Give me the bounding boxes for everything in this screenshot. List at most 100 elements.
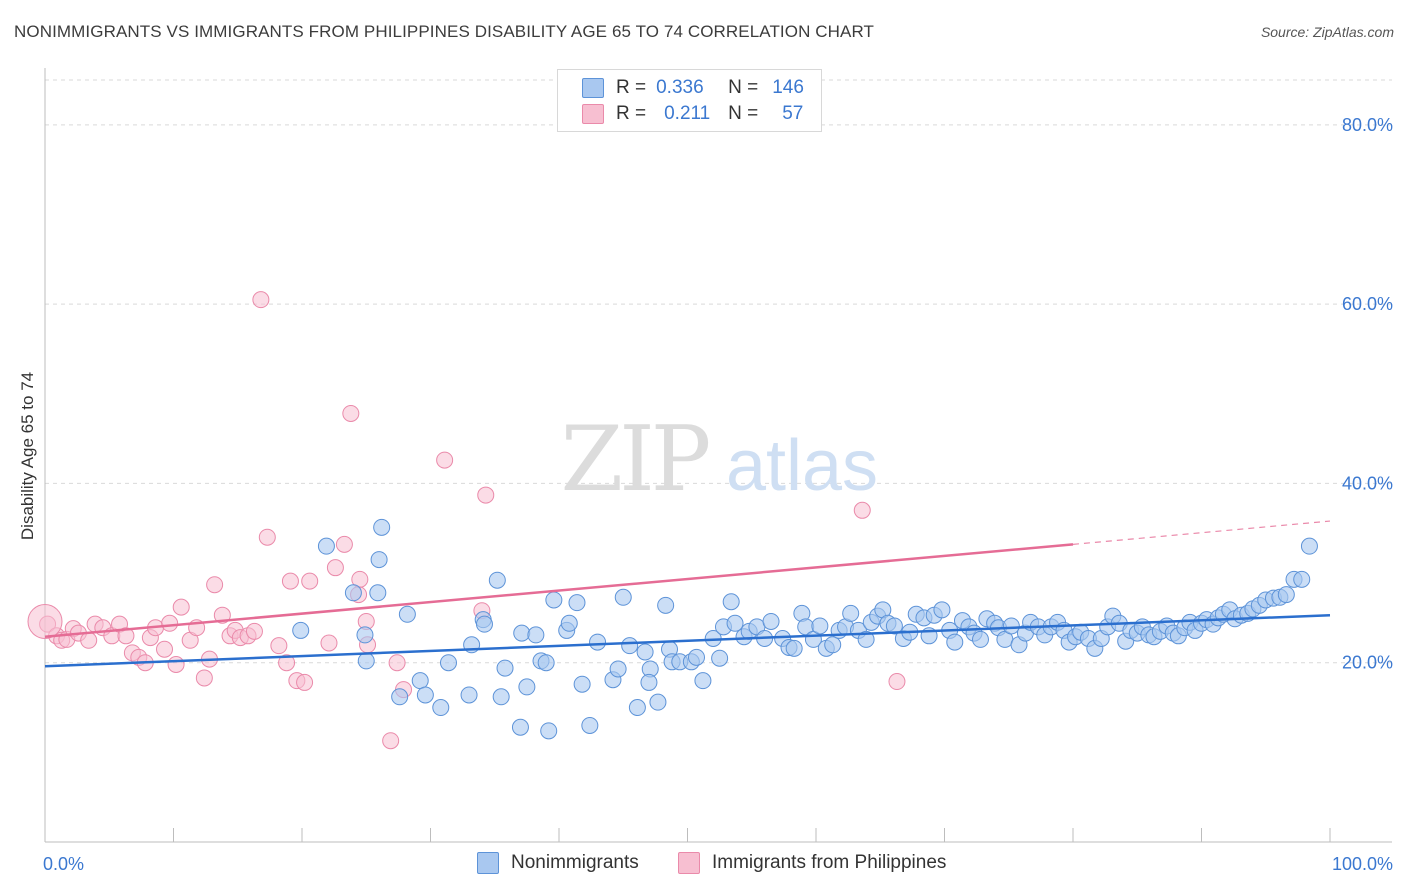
data-point-immigrants [117,627,135,645]
data-point-nonimmigrants [711,649,729,667]
data-point-immigrants [436,451,454,469]
data-point-immigrants [195,669,213,687]
legend-r-value: 0.211 [664,103,711,124]
data-point-nonimmigrants [369,584,387,602]
data-point-immigrants [320,634,338,652]
data-point-nonimmigrants [762,612,780,630]
data-point-immigrants [477,486,495,504]
legend-label-nonimmigrants: Nonimmigrants [511,852,639,873]
data-point-nonimmigrants [581,716,599,734]
data-point-nonimmigrants [842,604,860,622]
data-point-nonimmigrants [357,652,375,670]
data-point-nonimmigrants [545,591,563,609]
data-point-nonimmigrants [460,686,478,704]
data-point-nonimmigrants [1300,537,1318,555]
data-point-nonimmigrants [628,699,646,717]
y-tick-label: 60.0% [1342,294,1393,314]
data-point-immigrants [382,732,400,750]
data-point-nonimmigrants [488,571,506,589]
data-point-nonimmigrants [439,654,457,672]
data-point-nonimmigrants [537,654,555,672]
tick-labels: 20.0% 40.0% 60.0% 80.0% 0.0% 100.0% [43,115,1393,874]
legend-swatch-blue [582,78,604,98]
legend-n-value: 146 [772,77,804,98]
legend-n-label: N = [728,103,759,124]
data-point-immigrants [80,631,98,649]
data-point-immigrants [388,654,406,672]
data-point-nonimmigrants [518,678,536,696]
data-point-nonimmigrants [391,688,409,706]
data-point-nonimmigrants [416,686,434,704]
data-point-nonimmigrants [614,588,632,606]
y-axis-label: Disability Age 65 to 74 [18,372,37,540]
data-point-nonimmigrants [857,630,875,648]
data-point-nonimmigrants [540,722,558,740]
data-point-nonimmigrants [657,596,675,614]
legend-item-nonimmigrants: Nonimmigrants [477,852,639,874]
data-point-nonimmigrants [344,584,362,602]
y-tick-label: 80.0% [1342,115,1393,135]
data-point-nonimmigrants [527,626,545,644]
data-point-nonimmigrants [1002,617,1020,635]
data-point-nonimmigrants [609,660,627,678]
data-point-immigrants [270,637,288,655]
data-point-nonimmigrants [292,621,310,639]
legend-swatch-pink [678,852,700,874]
data-point-nonimmigrants [370,551,388,569]
data-point-nonimmigrants [492,688,510,706]
data-point-nonimmigrants [722,593,740,611]
data-point-nonimmigrants [568,594,586,612]
data-point-immigrants [281,572,299,590]
data-point-nonimmigrants [513,624,531,642]
x-tick-label: 0.0% [43,854,84,874]
data-point-nonimmigrants [785,639,803,657]
legend-n-label: N = [728,77,759,98]
data-point-nonimmigrants [811,617,829,635]
data-point-nonimmigrants [373,518,391,536]
legend-swatch-pink [582,104,604,124]
trend-lines [44,520,1331,668]
data-point-nonimmigrants [946,633,964,651]
data-point-nonimmigrants [411,672,429,690]
watermark-atlas: atlas [726,426,878,506]
data-point-nonimmigrants [560,614,578,632]
watermark-zip: ZIP [561,407,709,512]
series-nonimmigrants-points [292,518,1318,740]
legend-row-immigrants: R = 0.211 N = 57 [582,103,803,125]
data-point-immigrants [278,654,296,672]
series-immigrants-points [27,291,906,750]
legend-swatch-blue [477,852,499,874]
data-point-nonimmigrants [971,630,989,648]
data-point-nonimmigrants [694,672,712,690]
source-label: Source: ZipAtlas.com [1260,24,1394,40]
data-point-immigrants [252,291,270,309]
legend-r-label: R = [616,77,647,98]
data-point-immigrants [888,673,906,691]
data-point-immigrants [27,603,63,639]
data-point-immigrants [258,528,276,546]
data-point-nonimmigrants [589,633,607,651]
data-point-nonimmigrants [573,675,591,693]
axes [44,68,1392,843]
data-point-nonimmigrants [726,614,744,632]
data-point-immigrants [342,404,360,422]
data-point-nonimmigrants [636,643,654,661]
chart-title: NONIMMIGRANTS VS IMMIGRANTS FROM PHILIPP… [14,22,875,41]
data-point-nonimmigrants [640,673,658,691]
correlation-legend: R = 0.336 N = 146 R = 0.211 N = 57 [557,69,822,132]
data-point-nonimmigrants [356,626,374,644]
trend-line-immigrants-extrapolated [1072,520,1331,545]
data-point-immigrants [335,535,353,553]
data-point-nonimmigrants [1277,586,1295,604]
data-point-nonimmigrants [885,617,903,635]
data-point-nonimmigrants [475,615,493,633]
data-point-nonimmigrants [398,605,416,623]
y-tick-label: 20.0% [1342,653,1393,673]
data-point-immigrants [206,576,224,594]
data-point-immigrants [156,640,174,658]
data-point-nonimmigrants [649,693,667,711]
data-point-nonimmigrants [432,699,450,717]
data-point-nonimmigrants [496,659,514,677]
data-point-nonimmigrants [824,636,842,654]
